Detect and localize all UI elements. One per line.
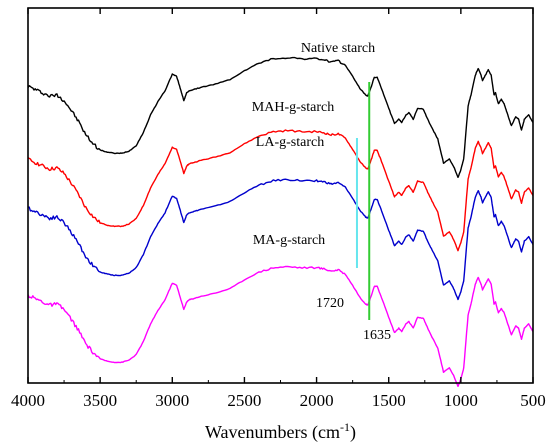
x-tick-label-2000: 2000 — [300, 391, 334, 410]
series-label-3: LA-g-starch — [256, 135, 324, 150]
series-label-2: MAH-g-starch — [252, 100, 334, 115]
series-line-4 — [27, 265, 534, 387]
x-tick-label-3500: 3500 — [83, 391, 117, 410]
x-tick-label-3000: 3000 — [155, 391, 189, 410]
x-axis-title: Wavenumbers (cm-1) — [205, 420, 356, 443]
x-axis-ticks: 4000 3500 3000 2500 2000 1500 1000 500 — [11, 8, 546, 410]
x-tick-label-1000: 1000 — [444, 391, 478, 410]
plot-frame — [27, 7, 534, 384]
x-tick-label-500: 500 — [520, 391, 546, 410]
series-labels: Native starch MAH-g-starch LA-g-starch MA-g… — [252, 41, 375, 248]
series-label-1: Native starch — [301, 41, 375, 56]
reference-label-1720: 1720 — [316, 296, 344, 311]
x-tick-label-4000: 4000 — [11, 391, 45, 410]
x-tick-label-1500: 1500 — [372, 391, 406, 410]
series-label-4: MA-g-starch — [253, 233, 325, 248]
series-line-1 — [27, 56, 534, 178]
reference-label-1635: 1635 — [363, 328, 391, 343]
x-tick-label-2500: 2500 — [227, 391, 261, 410]
reference-lines: 1720 1635 — [316, 82, 391, 343]
